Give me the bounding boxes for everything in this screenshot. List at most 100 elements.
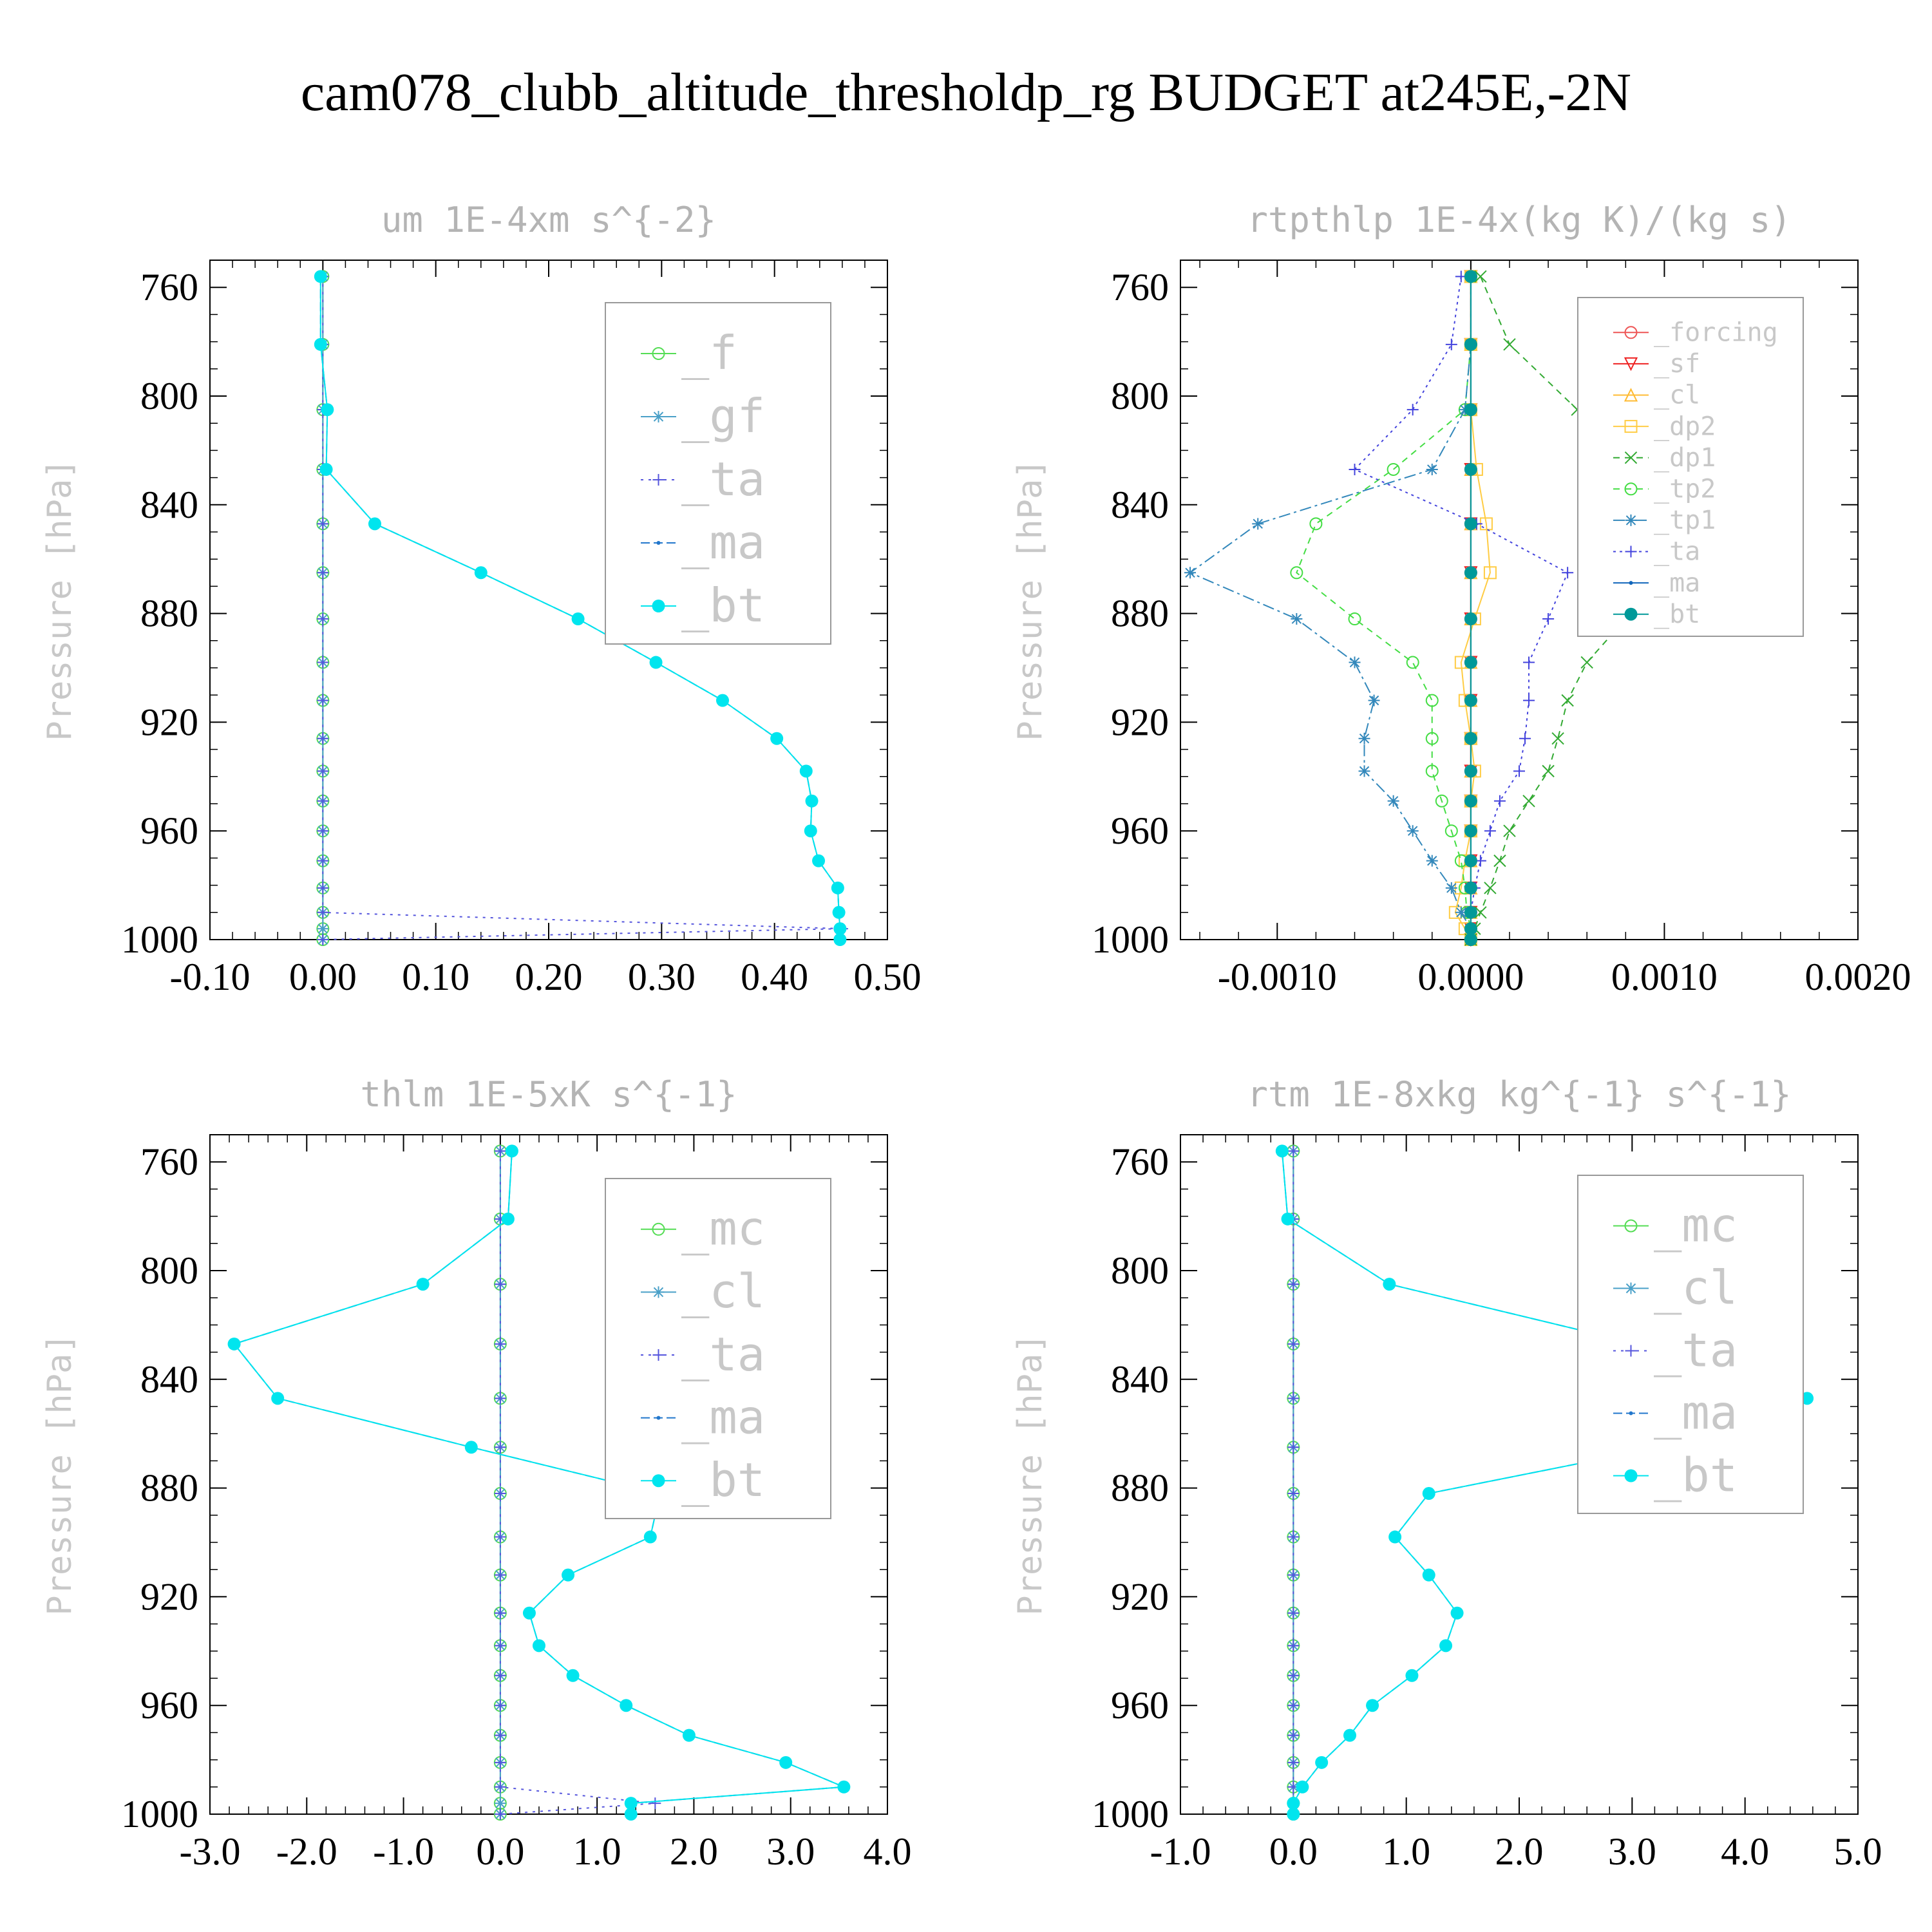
legend-label: _dp1 [1654, 443, 1716, 473]
legend-label: _cl [1654, 381, 1700, 410]
y-axis-label: Pressure [hPa] [41, 459, 79, 741]
y-tick-label: 800 [140, 1249, 198, 1292]
data-point [571, 612, 585, 626]
y-tick-label: 840 [140, 1358, 198, 1401]
data-point [1464, 794, 1477, 808]
data-point [1455, 906, 1467, 918]
data-point [1439, 1639, 1453, 1653]
data-point [227, 1337, 241, 1350]
plot-frame [1180, 260, 1859, 940]
data-point [833, 933, 847, 946]
data-point [494, 1640, 506, 1652]
data-point [1287, 1797, 1300, 1810]
y-tick-label: 840 [1111, 1358, 1169, 1401]
y-tick-label: 920 [1111, 701, 1169, 743]
y-tick-label: 760 [140, 1141, 198, 1183]
legend-label: _gf [681, 389, 765, 443]
panel-title: um 1E-4xm s^{-2} [381, 200, 716, 240]
data-point [1287, 1488, 1300, 1500]
data-point [682, 1728, 696, 1742]
legend-marker [652, 1222, 665, 1236]
legend-marker [1629, 581, 1633, 585]
data-point [1580, 656, 1593, 669]
x-tick-label: 0.0000 [1417, 956, 1524, 998]
x-tick-label: 0.40 [741, 956, 808, 998]
data-point [314, 337, 327, 351]
data-point [1388, 1530, 1402, 1544]
data-point [1406, 825, 1419, 837]
data-point [1287, 1607, 1300, 1619]
y-tick-label: 960 [140, 810, 198, 852]
x-tick-label: 2.0 [1495, 1830, 1544, 1873]
legend-marker [1624, 451, 1638, 464]
data-point [832, 905, 846, 919]
data-point [1287, 1531, 1300, 1543]
data-point [1426, 855, 1438, 867]
data-point [1366, 1699, 1379, 1712]
data-point [522, 1606, 536, 1620]
data-point [416, 1278, 430, 1291]
data-point [837, 1780, 851, 1794]
legend-label: _tp2 [1654, 475, 1716, 504]
data-point [1406, 656, 1419, 669]
y-tick-label: 1000 [121, 918, 198, 961]
data-point [1551, 732, 1564, 745]
y-axis-label: Pressure [hPa] [1011, 1333, 1050, 1615]
y-tick-label: 960 [140, 1684, 198, 1727]
data-point [1387, 795, 1399, 807]
data-point [833, 922, 847, 936]
legend-label: _cl [681, 1264, 765, 1318]
legend-marker [652, 411, 665, 422]
data-point [1287, 1756, 1300, 1768]
y-tick-label: 840 [1111, 484, 1169, 526]
data-point [1464, 656, 1477, 669]
data-point [1287, 1338, 1300, 1350]
series-line [1454, 276, 1491, 940]
x-tick-label: -1.0 [373, 1830, 434, 1873]
data-point [1464, 612, 1477, 626]
legend-marker [1625, 514, 1637, 526]
legend-marker [1624, 357, 1638, 372]
legend-label: _ma [1654, 1385, 1738, 1439]
data-point [716, 694, 730, 707]
data-point [1503, 338, 1516, 351]
data-point [624, 1797, 638, 1810]
data-point [464, 1441, 478, 1454]
data-point [1444, 824, 1458, 838]
data-point [1522, 795, 1535, 808]
legend-label: _bt [1654, 600, 1700, 629]
legend-marker [1625, 1282, 1637, 1294]
panel-rtpthlp: rtpthlp 1E-4x(kg K)/(kg s) Pressure [hPa]… [1011, 200, 1911, 998]
data-point [1343, 1728, 1356, 1742]
data-point [1445, 338, 1457, 350]
legend-marker [652, 474, 665, 486]
data-point [624, 1808, 638, 1821]
x-tick-label: -2.0 [276, 1830, 337, 1873]
data-point [1464, 462, 1477, 476]
x-tick-label: 0.50 [854, 956, 922, 998]
series-line [322, 276, 842, 940]
data-point [1474, 270, 1487, 283]
data-point [532, 1639, 545, 1653]
data-point [1287, 1278, 1300, 1291]
x-tick-label: 1.0 [1382, 1830, 1430, 1873]
data-point [1287, 1441, 1300, 1454]
x-tick-label: -3.0 [180, 1830, 241, 1873]
x-tick-label: 0.10 [402, 956, 469, 998]
legend-marker [1624, 1219, 1638, 1233]
data-point [1542, 613, 1555, 625]
x-tick-label: 4.0 [1721, 1830, 1769, 1873]
y-tick-label: 920 [140, 701, 198, 743]
data-point [1290, 566, 1303, 580]
data-point [1368, 694, 1380, 706]
data-point [620, 1699, 633, 1712]
legend-box [1577, 1175, 1804, 1514]
data-point [317, 795, 329, 807]
x-tick-label: 0.30 [628, 956, 696, 998]
data-point [1425, 764, 1439, 778]
data-point [1184, 567, 1197, 579]
x-tick-label: 1.0 [573, 1830, 621, 1873]
x-tick-label: 3.0 [766, 1830, 815, 1873]
data-point [1422, 1568, 1435, 1582]
data-point [1464, 854, 1477, 867]
